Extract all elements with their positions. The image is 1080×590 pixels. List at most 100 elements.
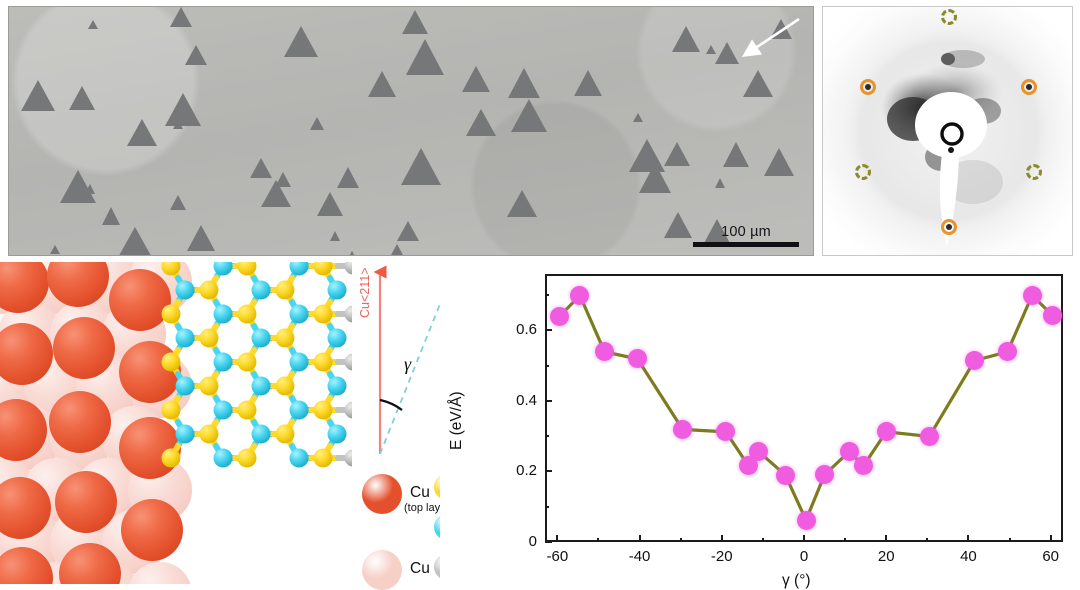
hbn-triangle	[460, 65, 491, 116]
data-point	[716, 422, 736, 442]
boron-atom	[161, 262, 181, 276]
boron-atom	[313, 262, 333, 276]
x-minor-tick	[679, 538, 682, 542]
y-tick	[545, 399, 552, 402]
y-tick	[545, 541, 552, 543]
copper-top-layer-atom	[49, 391, 111, 453]
x-tick-label: -20	[710, 548, 733, 565]
nitrogen-atom	[327, 280, 347, 300]
nitrogen-atom	[213, 448, 233, 468]
leed-diffraction-panel	[822, 6, 1073, 256]
x-minor-tick	[1008, 538, 1011, 542]
gamma-angle-symbol: γ	[404, 354, 412, 374]
boron-atom	[275, 280, 295, 300]
data-point	[919, 426, 939, 446]
nitrogen-atom	[213, 304, 233, 324]
atomic-structure-panel	[0, 262, 352, 584]
hbn-triangle	[347, 250, 358, 255]
hbn-triangle	[100, 207, 121, 241]
hbn-triangle	[248, 157, 273, 196]
optical-micrograph-panel: 100 µm	[8, 6, 814, 256]
nitrogen-atom	[289, 262, 309, 276]
data-point	[854, 456, 874, 476]
leed-intensity-map	[836, 18, 1062, 247]
y-tick-label: 0	[528, 533, 537, 550]
boron-atom	[275, 376, 295, 396]
data-point	[815, 465, 834, 485]
copper-top-layer-atom	[55, 471, 117, 533]
hbn-triangle	[398, 148, 441, 220]
nitrogen-atom	[213, 262, 233, 276]
data-series-line	[558, 292, 1054, 525]
y-axis-label: E (eV/Å)	[448, 391, 465, 450]
boron-atom	[237, 352, 257, 372]
hbn-triangle	[334, 167, 359, 208]
leed-dashed-circle	[940, 9, 957, 25]
data-point	[595, 342, 615, 362]
hydrogen-atom	[344, 262, 352, 275]
hbn-triangle	[83, 183, 95, 203]
hbn-triangle	[637, 162, 672, 221]
hydrogen-atom	[344, 401, 352, 419]
cu211-direction-label: Cu<211>	[358, 267, 372, 318]
leed-dashed-circle	[1025, 164, 1042, 180]
nitrogen-atom	[251, 328, 271, 348]
hbn-triangle	[404, 39, 445, 109]
x-tick	[1049, 535, 1052, 542]
boron-atom	[275, 328, 295, 348]
x-tick-label: -60	[546, 548, 569, 565]
nitrogen-atom	[175, 280, 195, 300]
nitrogen-atom	[175, 424, 195, 444]
boron-atom	[161, 448, 181, 468]
nitrogen-atom	[327, 376, 347, 396]
legend-swatch-cu-0	[362, 474, 402, 514]
hbn-triangle	[394, 221, 419, 255]
y-minor-tick	[545, 364, 549, 367]
diffraction-spot	[1025, 84, 1032, 90]
leed-solid-circle	[860, 79, 877, 95]
copper-top-layer-atom	[109, 269, 171, 331]
plot-frame	[545, 274, 1063, 542]
crystal-direction-diagram: Cu<211> γ	[352, 262, 472, 462]
boron-atom	[275, 424, 295, 444]
nitrogen-atom	[327, 328, 347, 348]
data-point	[997, 342, 1017, 362]
copper-top-layer-atom	[121, 499, 183, 561]
hbn-triangle	[704, 44, 717, 61]
x-tick-label: 20	[877, 548, 895, 565]
leed-solid-circle	[1020, 79, 1037, 95]
x-tick-label: -40	[628, 548, 651, 565]
hbn-triangle	[182, 44, 207, 83]
hbn-triangle	[308, 117, 325, 141]
hydrogen-atom	[344, 305, 352, 323]
nitrogen-atom	[251, 280, 271, 300]
copper-subsurface-atom	[128, 562, 192, 584]
data-point	[1022, 285, 1042, 305]
hbn-triangle	[282, 26, 319, 87]
x-tick-label: 40	[960, 548, 977, 565]
boron-atom	[199, 328, 219, 348]
diffraction-spot	[865, 84, 872, 90]
hbn-triangle	[85, 19, 98, 36]
data-point	[876, 422, 896, 442]
hbn-triangle	[18, 80, 55, 140]
y-tick-label: 0.4	[516, 391, 537, 409]
hbn-triangle	[721, 141, 750, 190]
diffraction-spot	[945, 224, 952, 230]
boron-atom	[161, 400, 181, 420]
hbn-triangle	[383, 244, 410, 255]
nitrogen-atom	[251, 424, 271, 444]
scale-bar-line	[693, 242, 799, 247]
boron-atom	[199, 280, 219, 300]
hydrogen-atom	[344, 353, 352, 371]
x-minor-tick	[844, 538, 847, 542]
nitrogen-atom	[175, 376, 195, 396]
x-tick	[803, 535, 805, 542]
hbn-triangle	[670, 26, 701, 77]
data-point	[627, 349, 647, 369]
hbn-triangle	[761, 148, 794, 203]
data-point	[570, 285, 590, 305]
nitrogen-atom	[289, 352, 309, 372]
data-point	[839, 442, 859, 462]
data-point	[673, 419, 693, 439]
